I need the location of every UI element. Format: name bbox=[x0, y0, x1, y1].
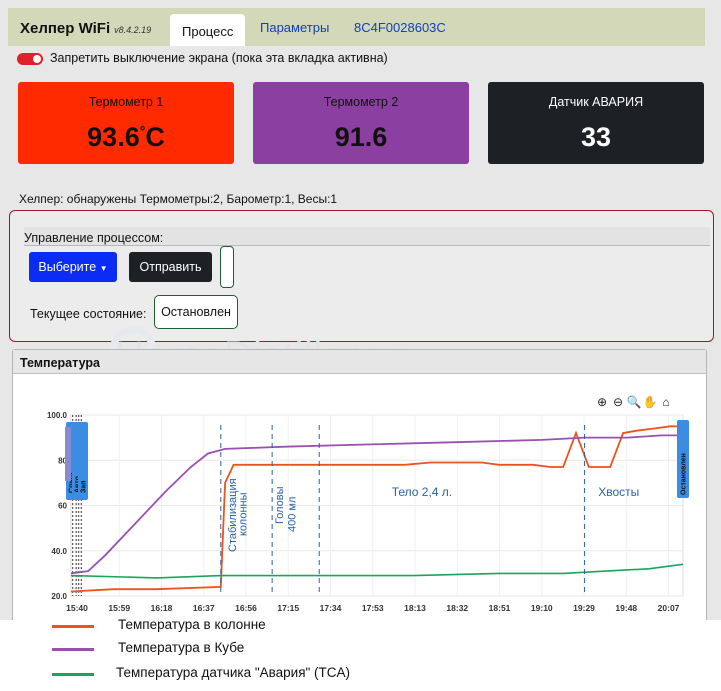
home-icon[interactable]: ⌂ bbox=[662, 395, 669, 409]
y-tick-label: 20.0 bbox=[51, 592, 67, 601]
temperature-panel: Температура ⊕ ⊖ 🔍 ✋ ⌂ 20.0 40.0 60 80 100.0 15:40… bbox=[12, 349, 707, 620]
thermometer-2-card: Термометр 2 91.6 bbox=[253, 82, 469, 164]
toggle-knob bbox=[33, 55, 41, 63]
card-value-unit: C bbox=[145, 122, 165, 152]
x-tick-label: 16:37 bbox=[193, 603, 215, 613]
tab-label: Процесс bbox=[182, 24, 234, 39]
x-tick-label: 15:40 bbox=[66, 603, 88, 613]
app-window: Хелпер WiFi v8.4.2.19 Процесс Параметры 8… bbox=[0, 0, 721, 620]
event-badge-label: Зап bbox=[81, 480, 88, 493]
x-tick-label: 18:32 bbox=[446, 603, 468, 613]
annotation-stabilization-line2: колонны bbox=[237, 492, 249, 536]
event-badge-label: Остановлен bbox=[681, 453, 688, 495]
x-tick-label: 17:15 bbox=[277, 603, 299, 613]
card-value-number: 93.6 bbox=[87, 122, 140, 152]
dropdown-label: Выберите bbox=[38, 260, 97, 274]
process-value-input[interactable] bbox=[220, 246, 234, 288]
send-button[interactable]: Отправить bbox=[129, 252, 212, 282]
y-tick-label: 40.0 bbox=[51, 547, 67, 556]
annotation-stabilization-line1: Стабилизация bbox=[227, 478, 239, 552]
caret-down-icon: ▼ bbox=[99, 264, 108, 273]
x-tick-label: 17:34 bbox=[320, 603, 342, 613]
card-value: 91.6 bbox=[334, 122, 388, 152]
screen-lock-label: Запретить выключение экрана (пока эта вк… bbox=[50, 51, 388, 65]
tab-device-id[interactable]: 8C4F0028603C bbox=[354, 8, 446, 46]
legend-label: Температура датчика "Авария" (TCA) bbox=[116, 665, 351, 680]
card-value: 93.6°C bbox=[18, 122, 234, 153]
send-label: Отправить bbox=[139, 260, 202, 274]
detected-devices-text: Хелпер: обнаружены Термометры:2, Баромет… bbox=[19, 192, 338, 206]
zoom-icon[interactable]: 🔍 bbox=[627, 394, 642, 409]
screen-lock-toggle[interactable] bbox=[17, 53, 43, 65]
thermometer-1-card: Термометр 1 93.6°C bbox=[18, 82, 234, 164]
annotation-body: Тело 2,4 л. bbox=[392, 485, 452, 499]
pan-icon[interactable]: ✋ bbox=[643, 395, 658, 409]
card-label: Термометр 2 bbox=[323, 95, 399, 109]
app-brand: Хелпер WiFi v8.4.2.19 bbox=[20, 20, 151, 37]
x-tick-label: 18:51 bbox=[489, 603, 511, 613]
zoom-in-icon[interactable]: ⊕ bbox=[597, 395, 607, 409]
zoom-out-icon[interactable]: ⊖ bbox=[613, 395, 623, 409]
annotation-heads-line2: 400 мл bbox=[287, 497, 299, 532]
event-badge bbox=[78, 422, 88, 500]
degree-symbol: ° bbox=[139, 123, 146, 139]
y-tick-label: 60 bbox=[58, 502, 67, 511]
legend-label: Температура в Кубе bbox=[118, 640, 245, 655]
legend-swatch bbox=[52, 625, 94, 628]
state-label: Текущее состояние: bbox=[30, 307, 147, 321]
x-tick-label: 16:18 bbox=[151, 603, 173, 613]
x-tick-label: 20:07 bbox=[658, 603, 680, 613]
process-select-dropdown[interactable]: Выберите ▼ bbox=[29, 252, 117, 282]
process-control-panel: Управление процессом: Выберите ▼ Отправи… bbox=[9, 210, 714, 342]
card-label: Термометр 1 bbox=[88, 95, 164, 109]
x-tick-label: 15:59 bbox=[108, 603, 130, 613]
tab-process[interactable]: Процесс bbox=[170, 14, 246, 46]
event-badge bbox=[677, 420, 689, 498]
x-tick-label: 16:56 bbox=[235, 603, 257, 613]
card-value: 33 bbox=[580, 122, 612, 152]
x-tick-label: 19:48 bbox=[615, 603, 637, 613]
series-line-1 bbox=[70, 434, 683, 575]
tab-label: 8C4F0028603C bbox=[354, 20, 446, 35]
alarm-sensor-card: Датчик АВАРИЯ 33 bbox=[488, 82, 704, 164]
temperature-title: Температура bbox=[13, 350, 706, 374]
x-tick-label: 17:53 bbox=[362, 603, 384, 613]
brand-version: v8.4.2.19 bbox=[114, 25, 152, 35]
chart-toolbar: ⊕ ⊖ 🔍 ✋ ⌂ bbox=[597, 394, 670, 409]
event-badge bbox=[65, 427, 71, 481]
x-tick-label: 19:10 bbox=[531, 603, 553, 613]
y-tick-label: 100.0 bbox=[47, 411, 68, 420]
y-tick-label: 80 bbox=[58, 456, 67, 465]
brand-name: Хелпер WiFi bbox=[20, 20, 111, 37]
series-line-0 bbox=[70, 425, 683, 593]
annotation-heads-line1: Головы bbox=[274, 486, 286, 524]
tab-label: Параметры bbox=[260, 20, 330, 35]
state-badge: Остановлен bbox=[154, 295, 238, 329]
process-title: Управление процессом: bbox=[24, 227, 710, 246]
x-tick-label: 18:13 bbox=[404, 603, 426, 613]
annotation-tails: Хвосты bbox=[598, 485, 639, 499]
legend-swatch bbox=[52, 648, 94, 651]
series-line-2 bbox=[70, 563, 684, 579]
card-label: Датчик АВАРИЯ bbox=[548, 95, 644, 109]
x-tick-label: 19:29 bbox=[573, 603, 595, 613]
header-bar: Хелпер WiFi v8.4.2.19 Процесс Параметры 8… bbox=[8, 8, 705, 46]
legend-label: Температура в колонне bbox=[118, 617, 266, 632]
tab-parameters[interactable]: Параметры bbox=[260, 8, 329, 46]
temperature-chart[interactable]: ⊕ ⊖ 🔍 ✋ ⌂ 20.0 40.0 60 80 100.0 15:40 15:59 16:18 16… bbox=[13, 374, 706, 620]
legend-swatch bbox=[52, 673, 94, 676]
